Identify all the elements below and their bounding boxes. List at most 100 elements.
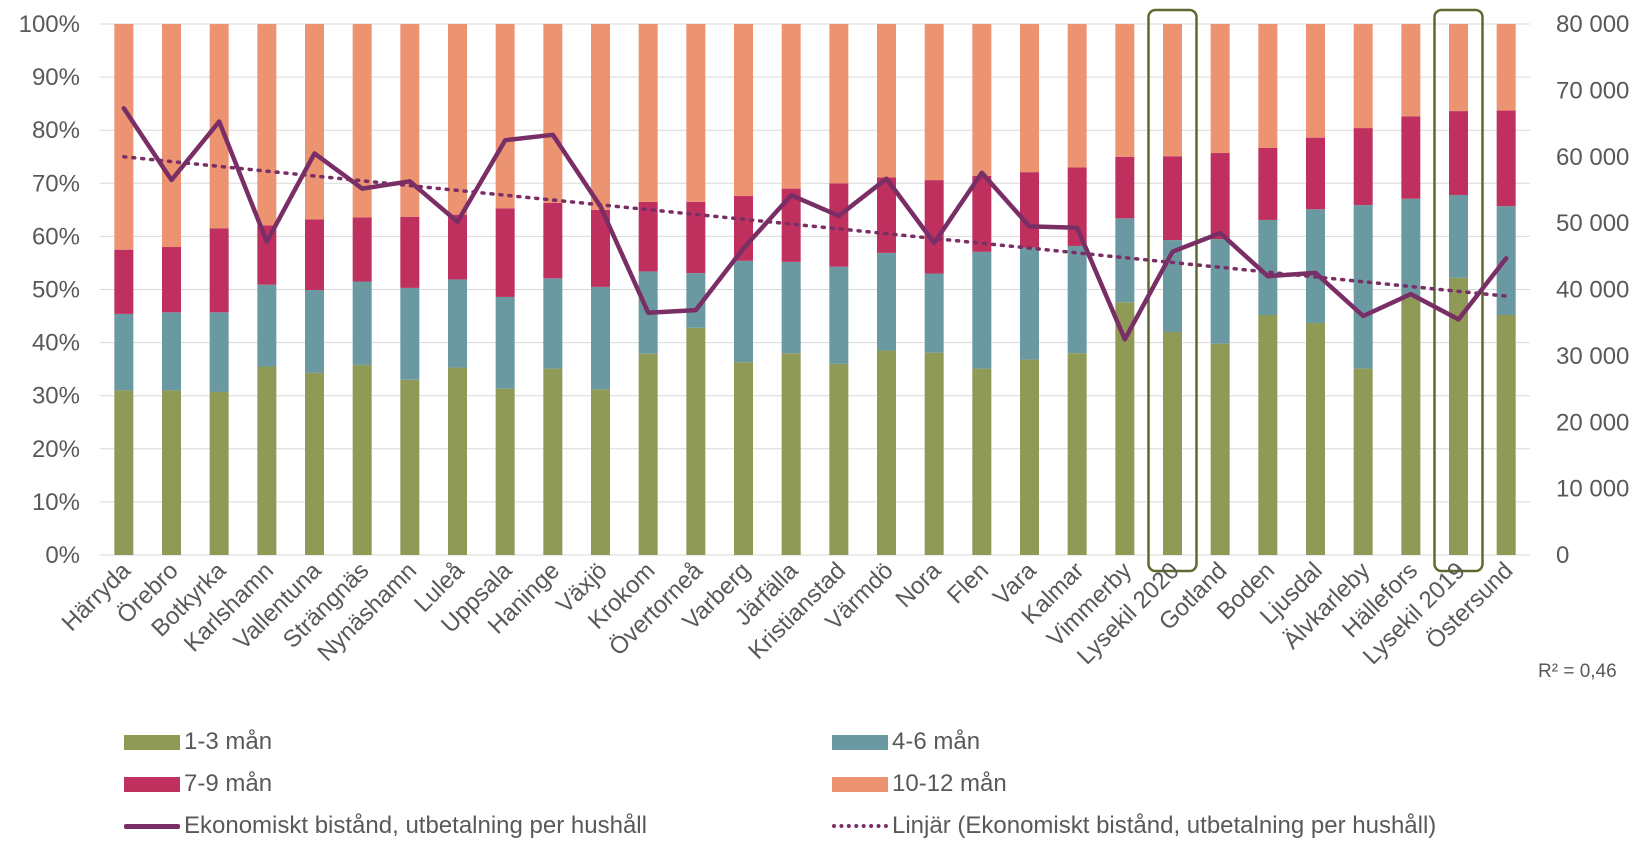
bar-segment bbox=[1496, 24, 1516, 111]
bar-segment bbox=[924, 180, 944, 274]
bar-segment bbox=[734, 24, 753, 197]
bar-segment bbox=[209, 228, 229, 313]
bar-segment bbox=[1115, 218, 1135, 303]
bar-segment bbox=[1210, 24, 1230, 154]
bar-segment bbox=[1401, 296, 1421, 555]
left-axis-tick-label: 50% bbox=[32, 277, 80, 304]
bar-segment bbox=[686, 24, 706, 202]
bar-segment bbox=[257, 366, 277, 555]
left-axis-ticks: 0% 10% 20% 30% 40% 50% 60% 70% 80% 90% 100% bbox=[19, 11, 80, 569]
bar-segment bbox=[1163, 156, 1182, 241]
bar-segment bbox=[734, 362, 753, 555]
left-axis-tick-label: 10% bbox=[32, 489, 80, 516]
bar-segment bbox=[1306, 209, 1325, 323]
bar-segment bbox=[1401, 198, 1421, 297]
bar-segment bbox=[734, 260, 753, 363]
bar-segment bbox=[162, 390, 181, 555]
bar-segment bbox=[829, 363, 849, 555]
left-axis-tick-label: 20% bbox=[32, 436, 80, 463]
bar-segment bbox=[877, 24, 896, 178]
bar-segment bbox=[352, 24, 372, 218]
bar-segment bbox=[924, 273, 944, 353]
bar-segment bbox=[1067, 167, 1087, 246]
left-axis-tick-label: 90% bbox=[32, 64, 80, 91]
right-axis-tick-label: 0 bbox=[1556, 542, 1569, 569]
bar-segment bbox=[1401, 24, 1421, 117]
bar-segment bbox=[591, 389, 610, 555]
bar-segment bbox=[1496, 314, 1516, 555]
bar-segment bbox=[400, 24, 420, 217]
bar-segment bbox=[448, 24, 467, 215]
bar-segment bbox=[1115, 156, 1135, 219]
bar-segment bbox=[1258, 314, 1278, 555]
bar-segment bbox=[305, 24, 324, 220]
bar-segment bbox=[400, 216, 420, 288]
bar-segment bbox=[1353, 128, 1373, 206]
bar-segment bbox=[209, 391, 229, 555]
bar-segment bbox=[781, 188, 801, 262]
bar-segment bbox=[1020, 359, 1039, 555]
bar-segment bbox=[1067, 353, 1087, 555]
bar-segment bbox=[1353, 24, 1373, 129]
bar-segment bbox=[877, 177, 896, 253]
left-axis-tick-label: 100% bbox=[19, 11, 80, 38]
bar-segment bbox=[1020, 172, 1039, 248]
bar-segment bbox=[257, 284, 277, 367]
bar-segment bbox=[1401, 116, 1421, 199]
bar-segment bbox=[114, 24, 134, 250]
bar-segment bbox=[1306, 24, 1325, 138]
bar-segment bbox=[352, 281, 372, 365]
bar-segment bbox=[686, 201, 706, 274]
bar-segment bbox=[1115, 24, 1135, 157]
right-axis-tick-label: 80 000 bbox=[1556, 11, 1629, 38]
bar-segment bbox=[1115, 302, 1135, 555]
line-series-group bbox=[121, 106, 1509, 342]
bar-segment bbox=[1067, 245, 1087, 354]
bar-stacks bbox=[114, 24, 1516, 555]
bar-segment bbox=[352, 364, 372, 555]
bar-segment bbox=[1163, 331, 1182, 555]
bar-segment bbox=[1449, 24, 1468, 112]
right-axis-tick-label: 60 000 bbox=[1556, 144, 1629, 171]
bar-segment bbox=[162, 24, 181, 248]
bar-segment bbox=[972, 251, 992, 369]
bar-segment bbox=[591, 24, 610, 210]
bar-segment bbox=[400, 379, 420, 555]
bar-segment bbox=[781, 24, 801, 189]
bar-segment bbox=[1449, 277, 1468, 555]
bar-segment bbox=[1306, 137, 1325, 210]
bar-segment bbox=[686, 327, 706, 555]
bar-segment bbox=[543, 278, 563, 369]
bar-segment bbox=[495, 24, 515, 209]
bar-segment bbox=[1258, 24, 1278, 148]
bar-segment bbox=[305, 290, 324, 373]
bar-segment bbox=[829, 266, 849, 364]
bar-segment bbox=[114, 249, 134, 314]
bar-segment bbox=[1353, 368, 1373, 555]
bar-segment bbox=[448, 279, 467, 368]
line-series bbox=[121, 106, 1509, 342]
bar-segment bbox=[1449, 194, 1468, 278]
bar-segment bbox=[638, 24, 658, 202]
bar-segment bbox=[829, 24, 849, 184]
highlight-box bbox=[1147, 8, 1198, 573]
bar-segment bbox=[1353, 205, 1373, 369]
bar-segment bbox=[1067, 24, 1087, 168]
bar-segment bbox=[257, 225, 277, 285]
bar-segment bbox=[162, 312, 181, 391]
bar-segment bbox=[924, 352, 944, 555]
bar-segment bbox=[209, 312, 229, 392]
left-axis-tick-label: 0% bbox=[45, 542, 80, 569]
trendline-group bbox=[122, 155, 1508, 298]
bar-segment bbox=[305, 372, 324, 555]
right-axis-tick-label: 40 000 bbox=[1556, 277, 1629, 304]
bar-segment bbox=[686, 273, 706, 328]
bar-segment bbox=[495, 388, 515, 555]
bar-segment bbox=[257, 24, 277, 226]
bar-segment bbox=[877, 350, 896, 555]
left-axis-tick-label: 40% bbox=[32, 330, 80, 357]
bar-segment bbox=[972, 24, 992, 176]
right-axis-tick-label: 10 000 bbox=[1556, 476, 1629, 503]
bar-segment bbox=[1210, 239, 1230, 344]
